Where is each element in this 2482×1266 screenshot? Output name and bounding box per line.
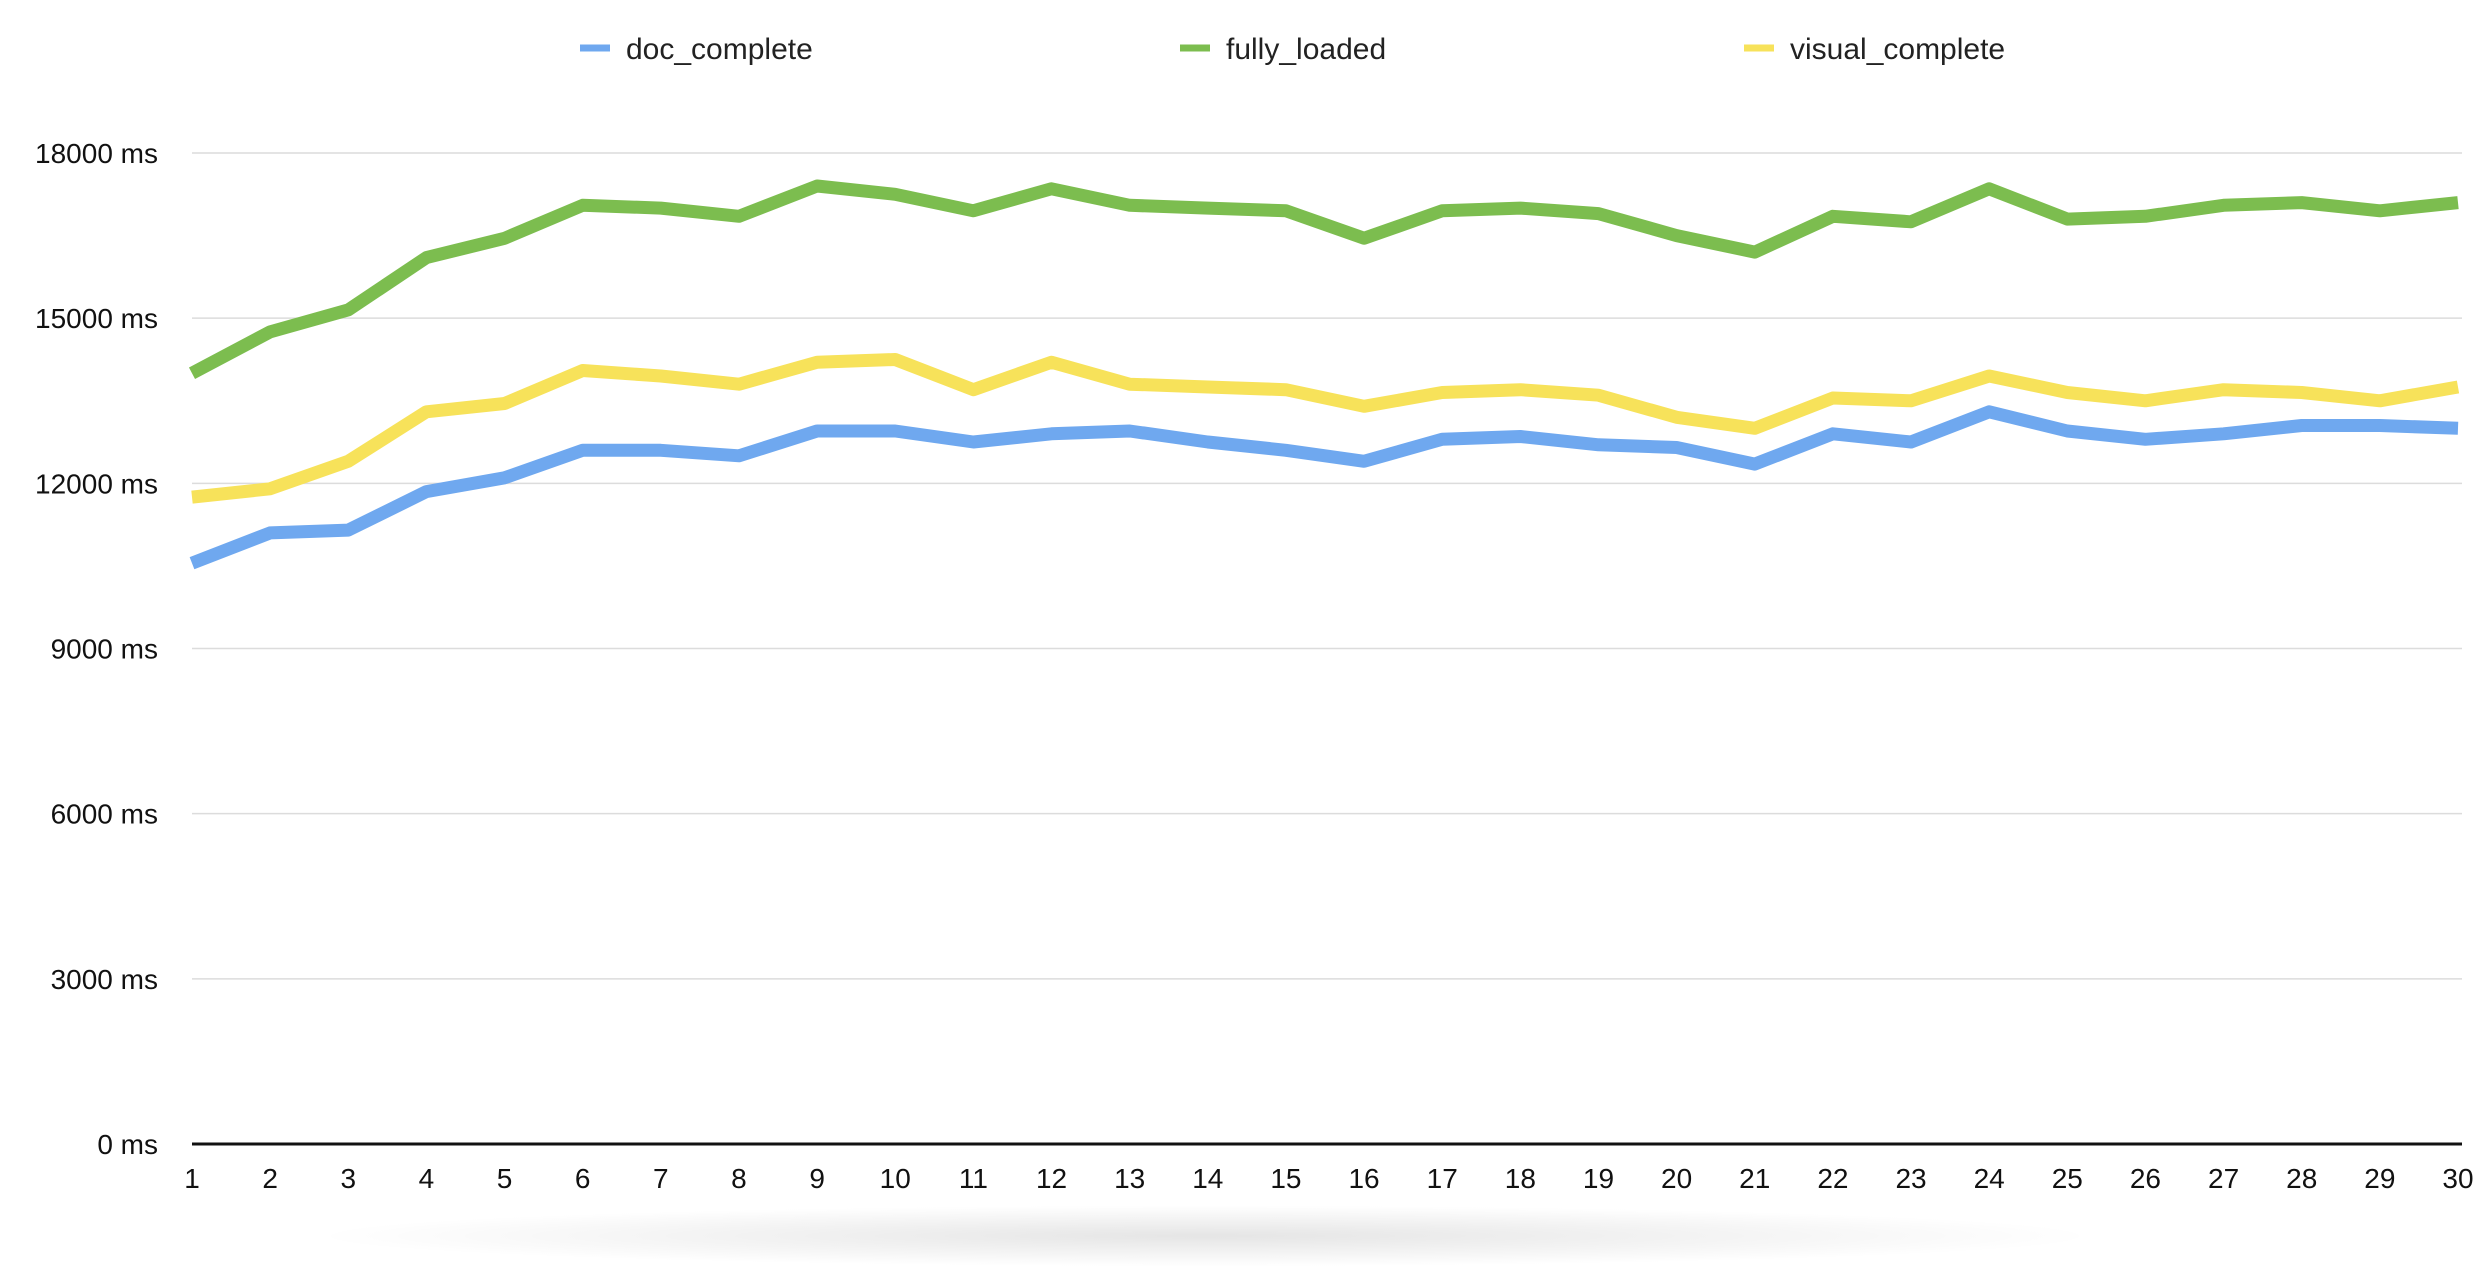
x-tick-label: 22 (1817, 1163, 1848, 1194)
series-lines (188, 179, 2460, 570)
x-tick-label: 3 (340, 1163, 356, 1194)
legend-label: doc_complete (626, 33, 813, 66)
x-tick-label: 7 (653, 1163, 669, 1194)
x-tick-label: 6 (575, 1163, 591, 1194)
legend: doc_complete fully_loaded visual_complete (580, 33, 2005, 66)
x-tick-label: 2 (262, 1163, 278, 1194)
x-tick-label: 10 (880, 1163, 911, 1194)
x-tick-label: 12 (1036, 1163, 1067, 1194)
series-line-fully-loaded (188, 179, 2459, 379)
x-tick-label: 24 (1974, 1163, 2005, 1194)
y-tick-label: 3000 ms (51, 964, 158, 995)
y-tick-label: 15000 ms (35, 303, 158, 334)
x-tick-label: 16 (1348, 1163, 1379, 1194)
x-tick-label: 17 (1427, 1163, 1458, 1194)
legend-item-fully-loaded: fully_loaded (1180, 33, 1386, 66)
y-tick-label: 0 ms (97, 1129, 158, 1160)
y-tick-label: 12000 ms (35, 468, 158, 499)
bottom-shadow (330, 1206, 2080, 1266)
x-tick-label: 11 (959, 1163, 988, 1194)
x-tick-label: 15 (1270, 1163, 1301, 1194)
x-tick-label: 1 (184, 1163, 200, 1194)
x-tick-label: 23 (1895, 1163, 1926, 1194)
grid-lines (192, 152, 2462, 980)
x-tick-label: 27 (2208, 1163, 2239, 1194)
x-tick-label: 26 (2130, 1163, 2161, 1194)
x-tick-label: 21 (1739, 1163, 1770, 1194)
x-tick-label: 29 (2364, 1163, 2395, 1194)
x-tick-label: 14 (1192, 1163, 1223, 1194)
legend-label: fully_loaded (1226, 33, 1386, 66)
x-tick-label: 9 (809, 1163, 825, 1194)
x-tick-label: 18 (1505, 1163, 1536, 1194)
series-line-doc-complete (189, 405, 2459, 570)
x-tick-label: 8 (731, 1163, 747, 1194)
y-tick-label: 18000 ms (35, 138, 158, 169)
x-tick-label: 4 (419, 1163, 435, 1194)
y-tick-label: 6000 ms (51, 799, 158, 830)
x-axis-tick-labels: 1 2 3 4 5 6 7 8 9 10 11 12 13 14 15 16 17 18 19 20 21 22 23 24 2… (184, 1163, 2473, 1194)
x-tick-label: 19 (1583, 1163, 1614, 1194)
x-tick-label: 5 (497, 1163, 513, 1194)
legend-label: visual_complete (1790, 33, 2005, 66)
x-tick-label: 13 (1114, 1163, 1145, 1194)
y-tick-label: 9000 ms (51, 634, 158, 665)
legend-item-doc-complete: doc_complete (580, 33, 813, 66)
series-line-visual-complete (191, 353, 2460, 504)
x-tick-label: 30 (2442, 1163, 2473, 1194)
x-tick-label: 20 (1661, 1163, 1692, 1194)
legend-item-visual-complete: visual_complete (1744, 33, 2005, 66)
x-tick-label: 28 (2286, 1163, 2317, 1194)
x-tick-label: 25 (2052, 1163, 2083, 1194)
y-axis-tick-labels: 0 ms 3000 ms 6000 ms 9000 ms 12000 ms 15000 m… (35, 138, 158, 1160)
